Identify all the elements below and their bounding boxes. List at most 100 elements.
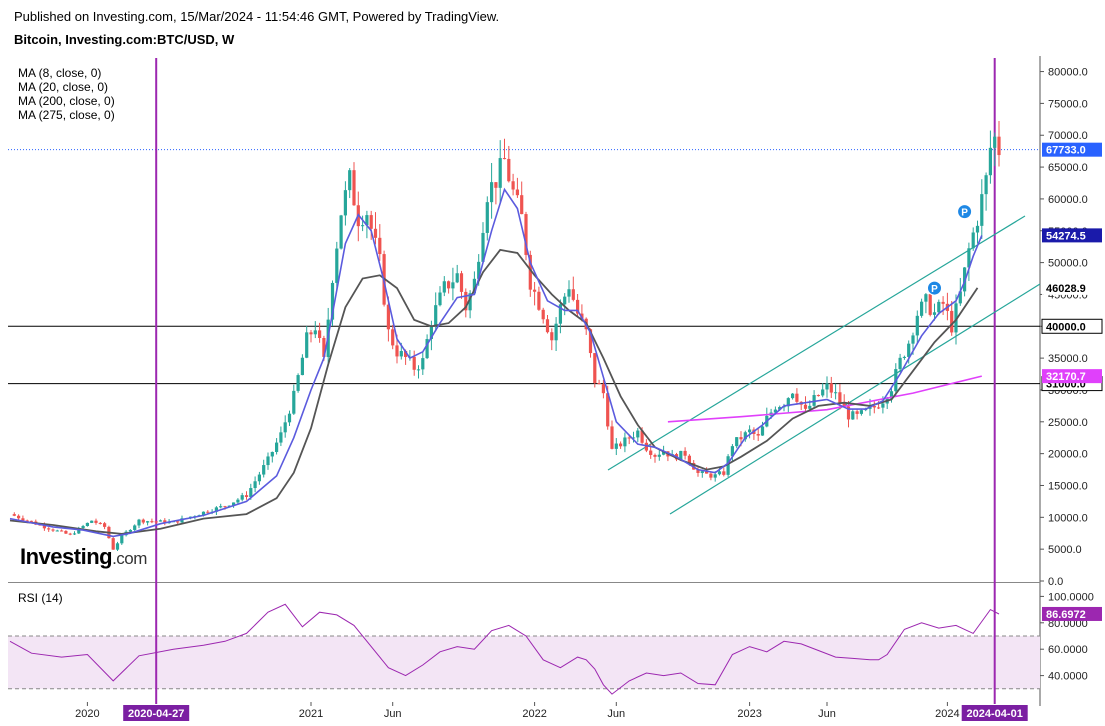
candle-down [593, 353, 597, 384]
candle-down [141, 519, 145, 523]
candle-down [515, 189, 519, 196]
candle-up [889, 391, 894, 399]
candle-up [81, 526, 85, 529]
candle-down [412, 356, 416, 370]
candle-down [520, 195, 524, 215]
candle-up [958, 291, 962, 304]
candle-down [111, 538, 115, 550]
x-tick-label: 2022 [522, 708, 546, 720]
candle-down [537, 291, 541, 310]
candle-down [533, 289, 537, 292]
y-tick-label: 35000.0 [1048, 353, 1088, 365]
candle-up [72, 533, 77, 535]
candle-down [447, 281, 451, 289]
candle-down [98, 522, 102, 524]
rsi-tick-label: 60.0000 [1048, 644, 1088, 656]
rsi-label: RSI (14) [18, 591, 63, 605]
pivot-marker [957, 204, 973, 220]
candle-up [339, 215, 343, 249]
candle-down [395, 345, 399, 357]
candle-up [920, 301, 924, 316]
candle-down [494, 182, 498, 188]
candle-down [163, 520, 167, 524]
candle-up [365, 215, 369, 226]
y-tick-label: 60000.0 [1048, 194, 1088, 206]
symbol-title: Bitcoin, Investing.com:BTC/USD, W [14, 32, 235, 47]
rsi-line [9, 603, 1000, 695]
candle-up [636, 430, 640, 438]
candle-down [576, 299, 580, 314]
candle-up [778, 407, 782, 410]
candle-up [434, 305, 438, 326]
candle-up [614, 443, 618, 449]
candle-up [348, 170, 352, 191]
y-tick-label: 15000.0 [1048, 480, 1088, 492]
candle-up [335, 248, 339, 283]
candle-up [713, 474, 717, 478]
candle-down [640, 430, 644, 443]
candle-down [511, 181, 515, 190]
candle-down [627, 437, 631, 439]
candle-down [352, 170, 356, 206]
candle-up [679, 450, 683, 460]
candle-up [743, 432, 747, 440]
candle-up [214, 507, 218, 512]
candle-up [812, 395, 816, 406]
candle-down [705, 471, 709, 474]
candle-up [851, 411, 855, 420]
candle-up [90, 520, 94, 523]
ma-legend-item: MA (8, close, 0) [18, 66, 102, 80]
candle-up [631, 437, 636, 439]
candle-up [554, 323, 558, 341]
pivot-marker-label: P [931, 284, 938, 295]
candle-up [120, 535, 124, 544]
candle-down [17, 515, 21, 519]
candle-down [318, 330, 322, 338]
candle-down [528, 254, 532, 290]
candle-up [438, 292, 442, 306]
candle-down [683, 450, 687, 456]
date-marker-badge [961, 705, 1028, 721]
candle-up [180, 518, 184, 523]
candle-up [485, 202, 489, 233]
candle-up [700, 471, 704, 473]
candle-down [322, 337, 326, 357]
candle-up [808, 405, 812, 409]
candle-up [988, 147, 992, 176]
candle-down [687, 455, 691, 463]
candle-up [717, 471, 722, 475]
current-price-badge [1042, 142, 1102, 157]
candle-up [313, 330, 317, 335]
rsi-tick-label: 40.0000 [1048, 671, 1088, 683]
candle-down [12, 514, 16, 516]
candle-up [791, 393, 795, 399]
logo-main: Investing [20, 544, 113, 569]
candle-up [232, 502, 236, 506]
candle-up [975, 225, 980, 233]
candle-down [94, 520, 98, 523]
date-marker-label: 2020-04-27 [128, 708, 184, 720]
date-marker-label: 2024-04-01 [967, 708, 1023, 720]
candle-down [816, 395, 820, 397]
candle-up [472, 278, 476, 294]
candle-up [425, 339, 429, 359]
candle-down [756, 433, 760, 436]
candle-up [907, 343, 911, 357]
ma200-value-badge [1042, 369, 1102, 384]
candle-down [42, 525, 46, 529]
candle-down [550, 332, 554, 341]
candle-up [219, 506, 223, 508]
candle-up [361, 225, 365, 227]
candle-up [236, 499, 240, 503]
investing-logo: Investing.com [20, 544, 147, 570]
candle-up [300, 357, 304, 376]
ma200-line [667, 375, 982, 423]
candle-down [25, 520, 29, 522]
candle-up [954, 303, 958, 333]
candle-up [270, 451, 274, 457]
candle-down [649, 450, 653, 455]
candle-up [451, 282, 455, 289]
y-tick-label: 80000.0 [1048, 67, 1088, 79]
candle-down [244, 495, 249, 497]
